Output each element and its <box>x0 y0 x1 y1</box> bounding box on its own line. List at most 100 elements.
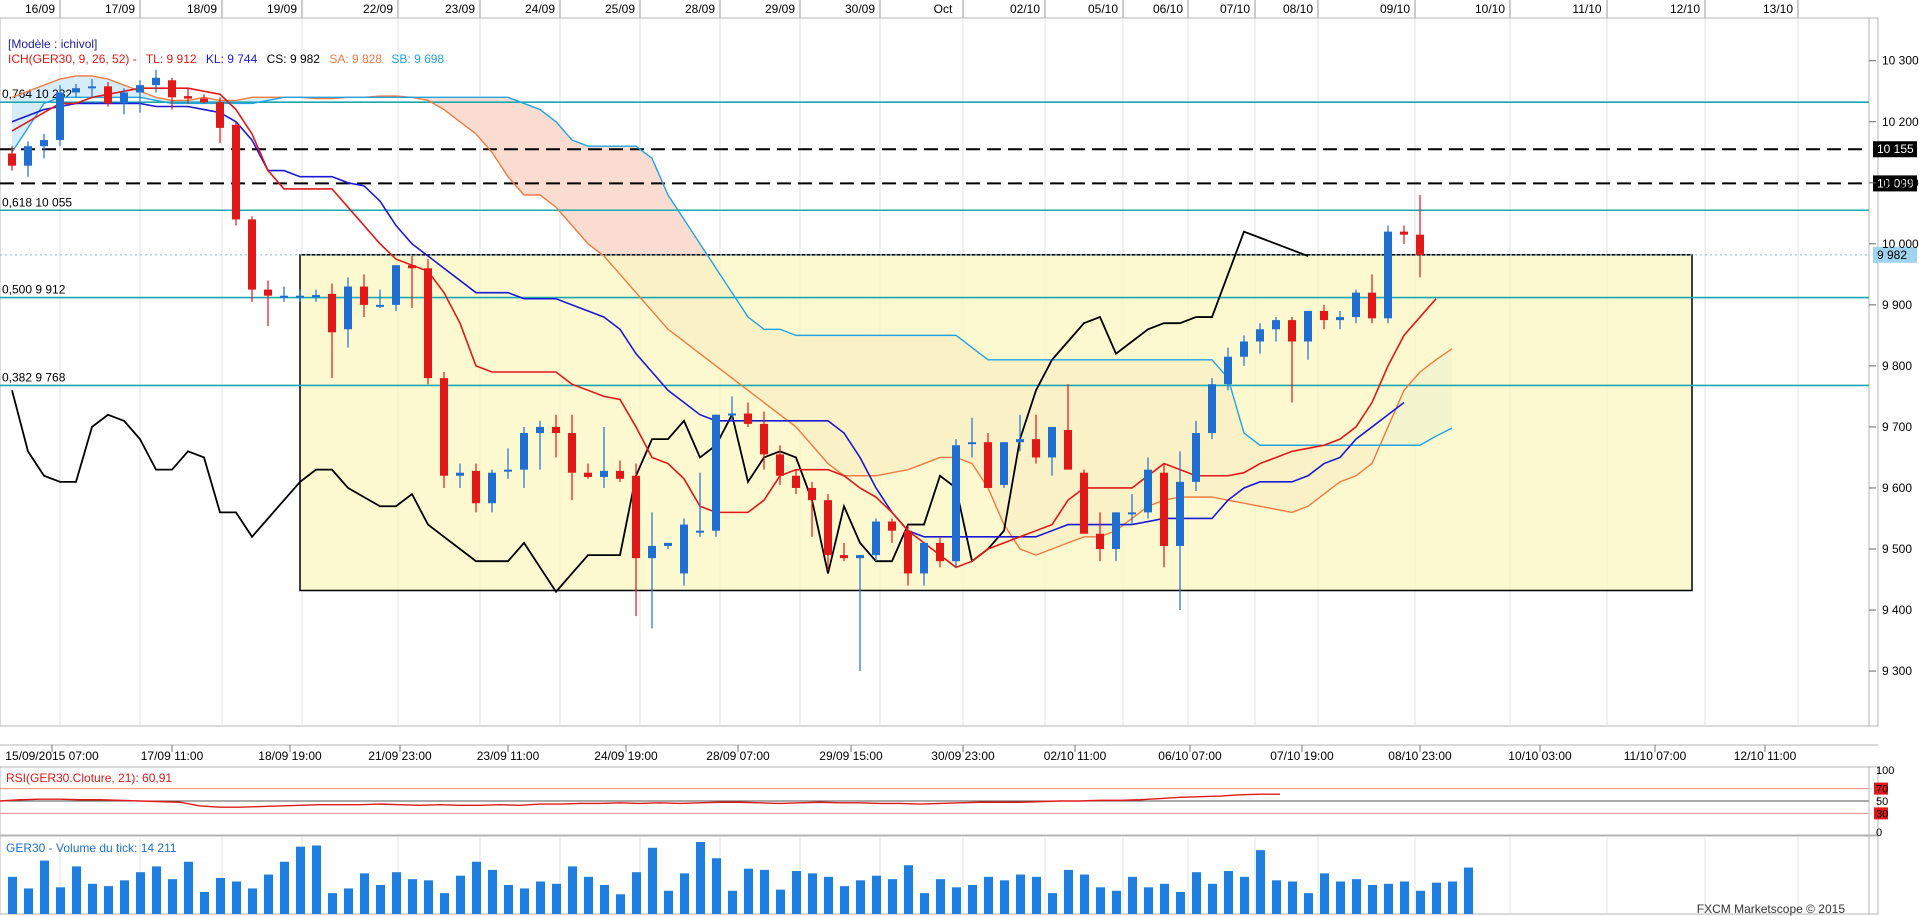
volume-bar <box>792 871 801 914</box>
top-date-label: 16/09 <box>25 2 55 16</box>
candle-body <box>216 102 224 128</box>
volume-bar <box>1400 881 1409 914</box>
bottom-date-label: 10/10 03:00 <box>1508 749 1572 763</box>
volume-bar <box>680 873 689 914</box>
candle-body <box>1176 481 1184 546</box>
volume-bar <box>552 883 561 914</box>
candlesticks <box>8 69 1424 672</box>
candle-body <box>456 472 464 476</box>
volume-bar <box>152 866 161 914</box>
top-date-label: 17/09 <box>105 2 135 16</box>
bottom-date-label: 07/10 19:00 <box>1270 749 1334 763</box>
volume-bar <box>104 886 113 914</box>
candle-body <box>520 433 528 470</box>
candle-body <box>1288 320 1296 342</box>
price-tick-label: 9 900 <box>1882 298 1912 312</box>
candle-body <box>856 555 864 559</box>
volume-bar <box>1160 883 1169 914</box>
candle-body <box>600 470 608 477</box>
bottom-date-label: 11/10 07:00 <box>1624 749 1687 763</box>
volume-bar <box>488 869 497 914</box>
candle-body <box>88 86 96 89</box>
volume-bar <box>280 861 289 914</box>
volume-bar <box>200 891 209 914</box>
price-tick-label: 9 700 <box>1882 420 1912 434</box>
volume-bar <box>1128 876 1137 914</box>
volume-bar <box>72 866 81 914</box>
price-marker-bg <box>1873 246 1917 263</box>
volume-bar <box>1000 880 1009 914</box>
volume-bars <box>8 836 1870 914</box>
candle-body <box>1256 329 1264 342</box>
volume-bar <box>56 887 65 914</box>
volume-bar <box>1144 887 1153 914</box>
bottom-date-label: 08/10 23:00 <box>1388 749 1452 763</box>
volume-bar <box>536 881 545 914</box>
top-date-label: 23/09 <box>445 2 475 16</box>
candle-body <box>1128 512 1136 515</box>
candle-body <box>936 542 944 562</box>
volume-bar <box>456 875 465 914</box>
top-date-label: 05/10 <box>1088 2 1118 16</box>
candle-body <box>888 521 896 531</box>
rsi-tick-label: 0 <box>1876 827 1882 839</box>
volume-bar <box>1416 890 1425 914</box>
cloud-segment <box>508 97 524 195</box>
volume-bar <box>1096 887 1105 914</box>
volume-bar <box>264 874 273 914</box>
rsi-tick-label: 50 <box>1876 796 1888 808</box>
volume-bar <box>856 880 865 914</box>
candle-body <box>408 265 416 269</box>
rsi-tick-bg <box>1874 782 1888 795</box>
candle-body <box>872 521 880 556</box>
volume-bar <box>168 879 177 914</box>
volume-bar <box>1432 882 1441 914</box>
price-tick-label: 9 400 <box>1882 603 1912 617</box>
price-tick-label: 9 500 <box>1882 542 1912 556</box>
candle-body <box>712 414 720 531</box>
volume-bar <box>1208 883 1217 914</box>
volume-bar <box>600 884 609 914</box>
volume-bar <box>1224 871 1233 914</box>
candle-body <box>24 146 32 166</box>
footer-credit: FXCM Marketscope © 2015 <box>1697 902 1846 916</box>
volume-bar <box>1080 874 1089 914</box>
candle-body <box>264 289 272 296</box>
volume-bar <box>360 873 369 914</box>
top-date-label: 07/10 <box>1220 2 1250 16</box>
volume-bar <box>1064 869 1073 914</box>
price-levels: 0,764 10 232 0,618 10 055 0,500 9 912 0,382… <box>0 87 1917 387</box>
candle-body <box>1160 472 1168 546</box>
volume-bar <box>1448 881 1457 914</box>
volume-bar <box>24 888 33 914</box>
candle-body <box>552 426 560 434</box>
candle-body <box>1096 533 1104 549</box>
candle-body <box>920 542 928 574</box>
volume-bar <box>904 865 913 914</box>
kijun-line <box>11 102 1405 538</box>
candle-body <box>232 124 240 220</box>
top-date-label: 29/09 <box>765 2 795 16</box>
candle-body <box>392 265 400 305</box>
volume-bar <box>1368 884 1377 914</box>
candle-body <box>1400 231 1408 235</box>
candle-body <box>952 445 960 562</box>
price-tick-label: 10 000 <box>1882 237 1919 251</box>
candle-body <box>328 293 336 333</box>
candle-body <box>824 500 832 556</box>
volume-bar <box>712 858 721 914</box>
volume-bar <box>1288 881 1297 914</box>
candle-body <box>136 85 144 93</box>
top-date-label: 06/10 <box>1153 2 1183 16</box>
fib-level-label: 0,500 9 912 <box>2 283 66 297</box>
price-marker-label: 10 099 <box>1877 176 1914 190</box>
candle-body <box>1016 439 1024 443</box>
candle-body <box>312 295 320 298</box>
cloud-segment <box>28 85 44 128</box>
volume-bar <box>696 842 705 914</box>
cloud-segment <box>572 140 588 244</box>
candle-body <box>8 153 16 166</box>
candle-body <box>200 98 208 103</box>
volume-bar <box>616 894 625 914</box>
bottom-date-label: 30/09 23:00 <box>931 749 995 763</box>
